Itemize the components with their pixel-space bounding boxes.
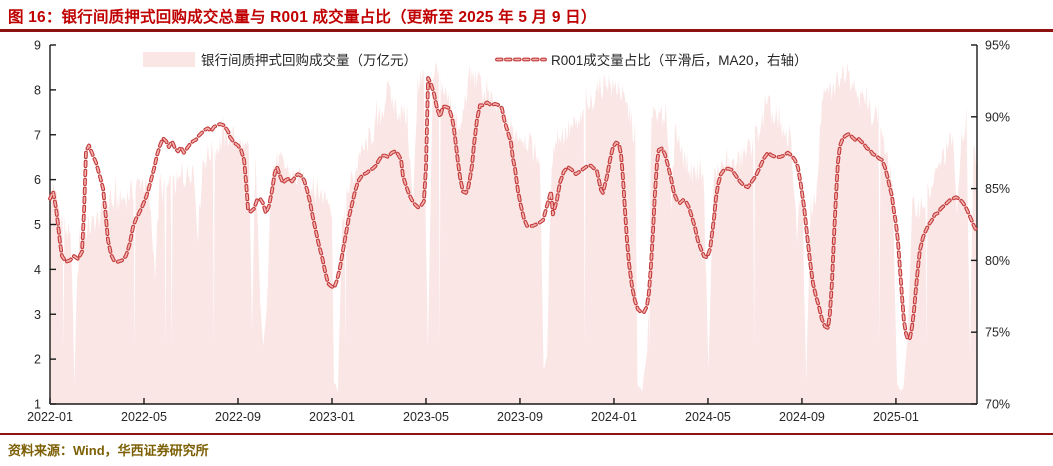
left-axis-tick-label: 8 bbox=[34, 83, 41, 97]
footer-separator-rule bbox=[0, 433, 1053, 435]
figure-title: 图 16：银行间质押式回购成交总量与 R001 成交量占比（更新至 2025 年… bbox=[8, 9, 597, 26]
x-axis-tick-label: 2024-09 bbox=[779, 410, 825, 424]
x-axis-tick-label: 2022-05 bbox=[121, 410, 167, 424]
left-axis-tick-label: 5 bbox=[34, 218, 41, 232]
right-axis-tick-label: 75% bbox=[985, 326, 1010, 340]
left-axis-tick-label: 6 bbox=[34, 173, 41, 187]
title-underline-rule bbox=[0, 29, 1053, 32]
x-axis-tick-label: 2024-05 bbox=[685, 410, 731, 424]
chart-area: 1 2 3 4 5 6 7 8 9 70% 75% 80% 85% 90% 95% 2022-01 2022-0… bbox=[0, 32, 1053, 432]
right-axis-tick-label: 70% bbox=[985, 398, 1010, 412]
right-axis-tick-label: 95% bbox=[985, 39, 1010, 53]
right-axis-tick-label: 80% bbox=[985, 254, 1010, 268]
data-source-note: 资料来源：Wind，华西证券研究所 bbox=[8, 443, 209, 458]
left-axis-tick-label: 9 bbox=[34, 39, 41, 53]
right-axis-tick-label: 90% bbox=[985, 110, 1010, 124]
x-axis-tick-label: 2022-01 bbox=[27, 410, 73, 424]
left-axis-tick-label: 7 bbox=[34, 128, 41, 142]
left-axis-tick-label: 1 bbox=[34, 398, 41, 412]
legend-line-label: R001成交量占比（平滑后，MA20，右轴） bbox=[551, 52, 808, 68]
legend-area-swatch bbox=[143, 52, 195, 67]
right-axis-tick-label: 85% bbox=[985, 182, 1010, 196]
volume-area-series bbox=[50, 61, 977, 405]
x-axis-tick-label: 2025-01 bbox=[873, 410, 919, 424]
x-axis-tick-label: 2022-09 bbox=[215, 410, 261, 424]
x-axis-tick-label: 2023-09 bbox=[497, 410, 543, 424]
r001-ratio-line-core bbox=[49, 77, 978, 341]
left-axis-tick-label: 4 bbox=[34, 263, 41, 277]
x-axis-tick-label: 2023-01 bbox=[309, 410, 355, 424]
left-axis-tick-label: 3 bbox=[34, 308, 41, 322]
left-axis-tick-label: 2 bbox=[34, 353, 41, 367]
x-axis-tick-label: 2023-05 bbox=[403, 410, 449, 424]
x-axis-tick-label: 2024-01 bbox=[591, 410, 637, 424]
repo-volume-ratio-chart: 1 2 3 4 5 6 7 8 9 70% 75% 80% 85% 90% 95% 2022-01 2022-0… bbox=[27, 39, 1010, 425]
legend-area-label: 银行间质押式回购成交量（万亿元） bbox=[201, 52, 417, 68]
